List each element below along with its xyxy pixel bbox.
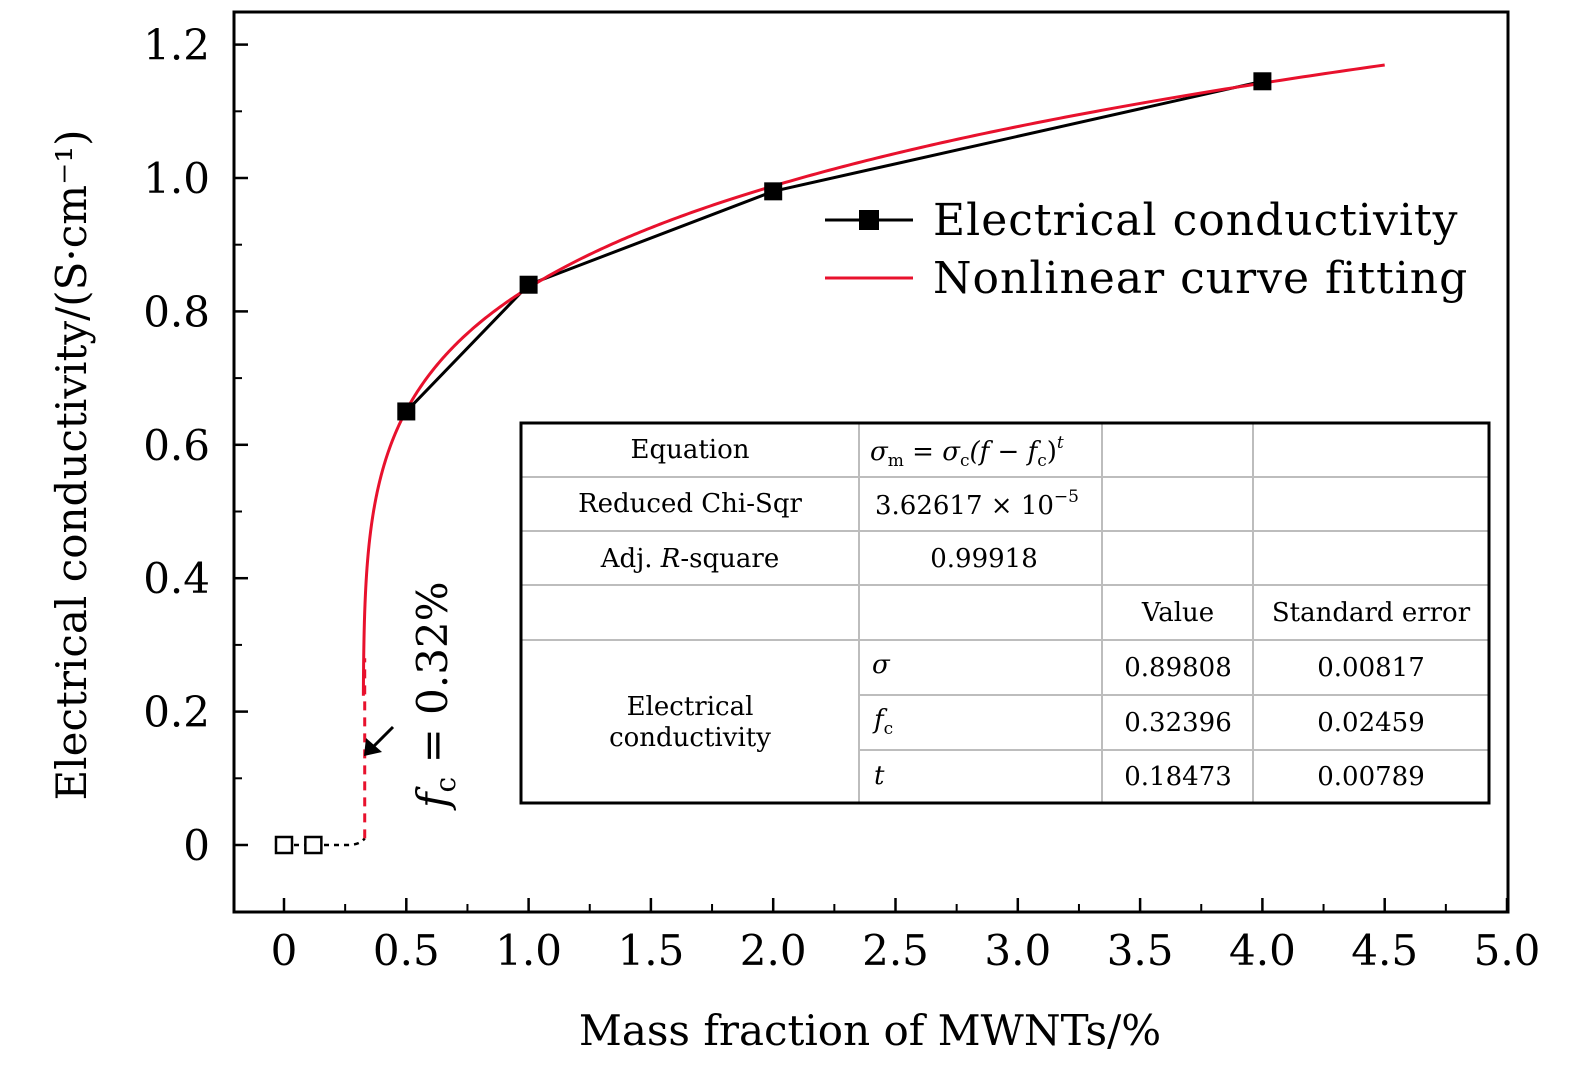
- param-fc-value: 0.32396: [1124, 708, 1232, 738]
- y-tick-label-0: 0: [183, 821, 210, 870]
- annotation-arrow-head: [364, 738, 382, 756]
- data-point-3: [1253, 72, 1272, 91]
- param-t-value: 0.18473: [1124, 762, 1232, 792]
- data-point-2: [764, 182, 783, 201]
- below-threshold-dashed-line: [284, 837, 366, 847]
- x-tick-label-7: 3.5: [1107, 926, 1174, 975]
- x-tick-label-0: 0: [271, 926, 298, 975]
- adj-r-square-value: 0.99918: [930, 544, 1038, 574]
- threshold-annotation: fc = 0.32%: [364, 581, 462, 811]
- legend-marker-conductivity: [859, 210, 879, 230]
- x-tick-label-5: 2.5: [862, 926, 929, 975]
- fit-results-table: Equation σm = σc(f − fc)t Reduced Chi-Sq…: [519, 421, 1491, 805]
- group-label-line1: Electrical: [627, 692, 754, 722]
- param-sigma: σ: [872, 650, 891, 680]
- y-tick-label-6: 1.2: [143, 21, 210, 70]
- param-fc-error: 0.02459: [1317, 708, 1425, 738]
- threshold-label-value: = 0.32%: [408, 581, 457, 776]
- x-tick-label-9: 4.5: [1351, 926, 1418, 975]
- column-header-value: Value: [1141, 598, 1214, 628]
- legend-label-fit: Nonlinear curve fitting: [933, 253, 1468, 304]
- plot-frame: [232, 10, 1510, 914]
- y-tick-label-3: 0.6: [143, 421, 210, 470]
- data-point-1: [519, 275, 538, 294]
- data-point-0: [397, 402, 416, 421]
- table-border: [519, 421, 1491, 805]
- x-axis-label: Mass fraction of MWNTs/%: [579, 1006, 1161, 1055]
- plot-layer: [274, 63, 1385, 855]
- x-tick-label-2: 1.0: [495, 926, 562, 975]
- x-tick-label-3: 1.5: [618, 926, 685, 975]
- y-axis-label: Electrical conductivity/(S·cm⁻¹): [47, 130, 96, 801]
- param-t: t: [874, 761, 885, 791]
- y-tick-label-5: 1.0: [143, 154, 210, 203]
- table-background: [521, 423, 1489, 803]
- legend: Electrical conductivity Nonlinear curve …: [825, 195, 1468, 304]
- legend-label-conductivity: Electrical conductivity: [933, 195, 1458, 246]
- param-t-error: 0.00789: [1317, 762, 1425, 792]
- ticks-layer: 0 0.5 1.0 1.5 2.0 2.5 3.0 3.5 4.0 4.5 5.0 0 0.2 0.4 0.…: [143, 21, 1540, 975]
- annotation-arrow-shaft: [370, 725, 395, 750]
- x-tick-label-8: 4.0: [1229, 926, 1296, 975]
- threshold-label-subscript: c: [429, 777, 462, 793]
- table-inner-grid: [521, 423, 1489, 803]
- adj-r-square-label: Adj. R-square: [600, 544, 779, 574]
- x-tick-label-10: 5.0: [1474, 926, 1541, 975]
- conductivity-series-line: [405, 79, 1263, 413]
- open-square-point-0: [274, 835, 294, 855]
- fit-curve-line: [361, 63, 1385, 696]
- param-sigma-error: 0.00817: [1317, 653, 1425, 683]
- equation-formula: σm = σc(f − fc)t: [870, 433, 1064, 471]
- chi-sqr-value: 3.62617 × 10−5: [875, 487, 1079, 521]
- column-header-standard-error: Standard error: [1272, 598, 1471, 628]
- x-tick-label-1: 0.5: [373, 926, 440, 975]
- frame-layer: [232, 10, 1510, 914]
- x-tick-label-6: 3.0: [984, 926, 1051, 975]
- y-tick-label-4: 0.8: [143, 287, 210, 336]
- open-square-point-1: [304, 835, 323, 855]
- threshold-label: fc = 0.32%: [408, 581, 462, 811]
- y-tick-label-1: 0.2: [143, 688, 210, 737]
- chi-sqr-label: Reduced Chi-Sqr: [578, 489, 802, 519]
- param-sigma-value: 0.89808: [1124, 653, 1232, 683]
- group-label-line2: conductivity: [609, 723, 771, 753]
- x-tick-label-4: 2.0: [740, 926, 807, 975]
- equation-label: Equation: [630, 435, 749, 465]
- y-tick-label-2: 0.4: [143, 554, 210, 603]
